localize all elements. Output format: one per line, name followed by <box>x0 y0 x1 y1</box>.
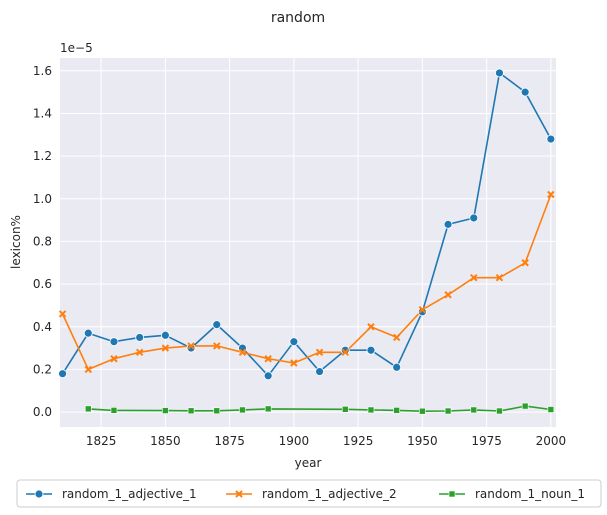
data-point <box>315 367 324 376</box>
data-point <box>162 407 169 414</box>
data-point <box>367 323 375 331</box>
y-tick-label: 0.4 <box>33 320 52 334</box>
y-tick-label: 0.0 <box>33 405 52 419</box>
data-point <box>212 320 222 330</box>
data-point <box>213 342 221 350</box>
x-tick-label: 1925 <box>343 434 374 448</box>
data-point <box>444 407 452 415</box>
y-axis-label: lexicon% <box>9 215 23 269</box>
data-point <box>418 305 427 314</box>
data-point <box>496 407 503 415</box>
y-tick-label: 1.0 <box>33 192 52 206</box>
legend-label: random_1_adjective_1 <box>62 487 197 501</box>
x-axis-label: year <box>295 456 322 470</box>
data-point <box>83 328 93 338</box>
data-point <box>213 407 221 415</box>
data-point <box>495 273 504 282</box>
plot-area <box>60 58 556 427</box>
data-point <box>84 405 92 413</box>
data-point <box>547 406 555 413</box>
data-point <box>392 333 401 342</box>
data-point <box>187 342 195 350</box>
y-axis-ticks: 0.0 0.2 0.4 0.6 0.8 1.0 1.2 1.4 1.6 <box>33 64 52 419</box>
data-point <box>290 359 298 367</box>
y-tick-label: 0.2 <box>33 362 52 376</box>
data-point <box>161 344 170 352</box>
y-tick-label: 1.2 <box>33 149 52 163</box>
data-point <box>315 348 324 357</box>
data-point <box>34 489 44 499</box>
x-tick-label: 1900 <box>279 434 310 448</box>
data-point <box>135 348 144 357</box>
x-axis-ticks: 1825 1850 1875 1900 1925 1950 1975 2000 <box>86 434 566 448</box>
data-point <box>186 343 196 353</box>
data-point <box>495 68 504 78</box>
data-point <box>84 365 92 374</box>
data-point <box>187 407 195 415</box>
data-point <box>289 337 299 347</box>
y-offset-label: 1e−5 <box>60 41 93 55</box>
data-point <box>521 402 529 410</box>
grid-lines <box>60 58 556 427</box>
data-point <box>443 219 453 229</box>
legend-label: random_1_adjective_2 <box>262 487 397 501</box>
data-point <box>444 291 452 299</box>
data-point <box>341 405 349 413</box>
y-tick-label: 1.4 <box>33 106 52 120</box>
data-point <box>135 333 145 342</box>
data-point <box>547 190 555 199</box>
legend-item-random_1_adjective_1: random_1_adjective_1 <box>26 487 197 501</box>
data-point <box>235 490 243 498</box>
y-tick-label: 1.6 <box>33 64 52 78</box>
x-tick-label: 1975 <box>471 434 502 448</box>
x-tick-label: 2000 <box>536 434 567 448</box>
data-point <box>58 310 67 318</box>
y-tick-label: 0.6 <box>33 277 52 291</box>
y-tick-label: 0.8 <box>33 234 52 248</box>
data-point <box>238 348 247 357</box>
chart-title: random <box>271 10 325 26</box>
data-point <box>393 407 400 414</box>
legend-item-random_1_adjective_2: random_1_adjective_2 <box>226 487 397 501</box>
x-tick-label: 1875 <box>214 434 245 448</box>
legend-frame <box>16 479 602 508</box>
data-point <box>109 337 119 347</box>
data-point <box>341 348 349 357</box>
series-markers <box>58 68 556 415</box>
data-point <box>417 307 427 317</box>
x-tick-label: 1825 <box>86 434 117 448</box>
x-tick-label: 1850 <box>150 434 181 448</box>
data-point <box>263 371 273 381</box>
data-point <box>110 355 118 363</box>
data-point <box>340 345 350 355</box>
data-point <box>264 405 272 413</box>
series-line-random_1_adjective_2 <box>61 193 552 371</box>
data-point <box>521 259 529 267</box>
data-point <box>110 407 118 414</box>
data-point <box>392 362 402 372</box>
data-point <box>264 355 272 363</box>
legend-label: random_1_noun_1 <box>475 487 585 501</box>
data-point <box>160 330 170 340</box>
legend: random_1_adjective_1 random_1_adjective_2… <box>16 479 602 508</box>
data-point <box>546 134 556 144</box>
series-line-random_1_noun_1 <box>87 405 552 413</box>
data-point <box>520 87 530 97</box>
data-point <box>239 406 246 414</box>
x-tick-label: 1950 <box>407 434 438 448</box>
data-point <box>366 345 376 355</box>
legend-item-random_1_noun_1: random_1_noun_1 <box>439 487 585 501</box>
data-point <box>367 406 375 414</box>
data-point <box>448 490 456 498</box>
data-point <box>419 407 426 415</box>
data-point <box>469 213 479 223</box>
data-point <box>470 273 478 282</box>
data-point <box>470 406 478 414</box>
data-point <box>58 369 67 379</box>
